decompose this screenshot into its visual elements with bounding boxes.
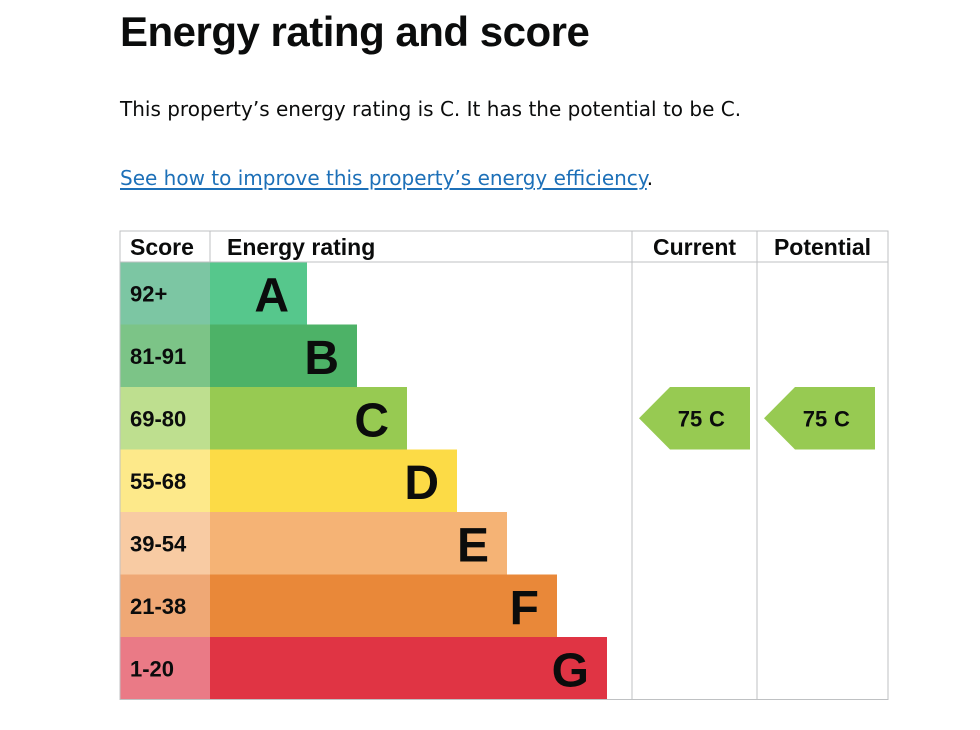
rating-letter-c: C <box>354 394 389 447</box>
potential-rating-band-letter: C <box>834 406 850 431</box>
header-energy-rating: Energy rating <box>227 234 375 260</box>
potential-rating-arrow <box>764 387 875 450</box>
improve-efficiency-link[interactable]: See how to improve this property’s energ… <box>120 166 647 190</box>
page-title: Energy rating and score <box>120 8 590 55</box>
score-cell-f <box>120 574 210 637</box>
score-cell-d <box>120 449 210 512</box>
current-rating-score-value: 75 <box>678 406 702 431</box>
score-range-a: 92+ <box>130 281 167 306</box>
current-rating-band-letter: C <box>709 406 725 431</box>
rating-letter-d: D <box>404 457 439 510</box>
score-range-g: 1-20 <box>130 656 174 681</box>
rating-letter-a: A <box>254 269 289 322</box>
rating-letter-f: F <box>510 582 539 635</box>
rating-bar-c <box>210 387 407 450</box>
score-cell-a <box>120 262 210 325</box>
score-range-e: 39-54 <box>130 531 187 556</box>
rating-bar-e <box>210 512 507 575</box>
potential-rating-score-value: 75 <box>803 406 827 431</box>
link-suffix: . <box>646 166 654 190</box>
improve-link-line: See how to improve this property’s energ… <box>120 163 653 193</box>
rating-letter-g: G <box>552 644 589 697</box>
table-border <box>119 230 889 700</box>
rating-bar-f <box>210 574 557 637</box>
rating-summary: This property’s energy rating is C. It h… <box>120 97 742 121</box>
score-range-d: 55-68 <box>130 469 186 494</box>
score-range-f: 21-38 <box>130 594 186 619</box>
header-potential: Potential <box>774 234 871 260</box>
rating-bar-b <box>210 324 357 387</box>
rating-bar-d <box>210 449 457 512</box>
score-range-c: 69-80 <box>130 406 186 431</box>
header-current: Current <box>653 234 736 260</box>
current-rating-arrow <box>639 387 750 450</box>
header-score: Score <box>130 234 194 260</box>
rating-letter-e: E <box>457 519 489 572</box>
score-cell-g <box>120 637 210 700</box>
rating-bar-a <box>210 262 307 325</box>
rating-bar-g <box>210 637 607 700</box>
score-cell-c <box>120 387 210 450</box>
rating-letter-b: B <box>304 332 339 385</box>
score-cell-e <box>120 512 210 575</box>
score-range-b: 81-91 <box>130 344 186 369</box>
score-cell-b <box>120 324 210 387</box>
